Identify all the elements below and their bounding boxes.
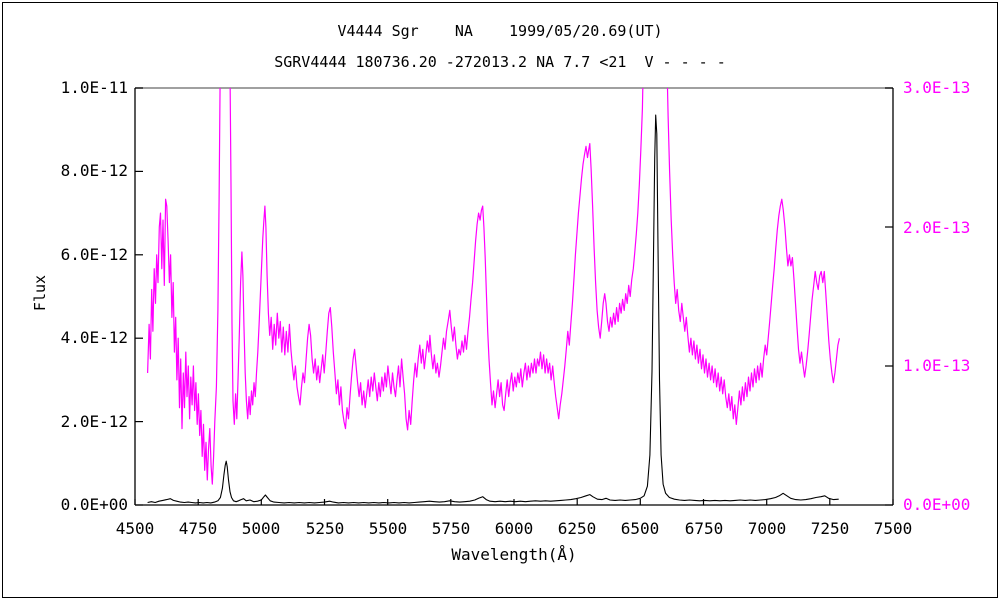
y-right-tick-label: 0.0E+00 bbox=[903, 495, 971, 514]
y-left-tick-label: 6.0E-12 bbox=[60, 245, 128, 264]
y-left-tick-label: 8.0E-12 bbox=[60, 161, 128, 180]
x-tick-label: 6250 bbox=[557, 519, 597, 538]
x-tick-label: 5500 bbox=[368, 519, 408, 538]
y-right-tick-label: 3.0E-13 bbox=[903, 78, 971, 97]
y-right-tick-label: 2.0E-13 bbox=[903, 218, 971, 237]
x-tick-label: 6500 bbox=[620, 519, 660, 538]
x-tick-label: 5750 bbox=[431, 519, 471, 538]
x-tick-label: 7250 bbox=[810, 519, 850, 538]
y-left-tick-label: 4.0E-12 bbox=[60, 328, 128, 347]
x-axis-label: Wavelength(Å) bbox=[451, 545, 577, 564]
chart-title: V4444 Sgr NA 1999/05/20.69(UT) bbox=[337, 22, 663, 40]
x-tick-label: 7500 bbox=[873, 519, 913, 538]
y-left-tick-label: 2.0E-12 bbox=[60, 412, 128, 431]
x-tick-label: 6000 bbox=[494, 519, 534, 538]
x-tick-label: 6750 bbox=[684, 519, 724, 538]
y-axis-label: Flux bbox=[31, 274, 49, 312]
x-tick-label: 4500 bbox=[115, 519, 155, 538]
chart-subtitle: SGRV4444 180736.20 -272013.2 NA 7.7 <21 … bbox=[274, 53, 726, 71]
y-left-tick-label: 0.0E+00 bbox=[60, 495, 128, 514]
x-tick-label: 4750 bbox=[178, 519, 218, 538]
y-left-tick-label: 1.0E-11 bbox=[60, 78, 128, 97]
x-tick-label: 5250 bbox=[305, 519, 345, 538]
y-right-tick-label: 1.0E-13 bbox=[903, 356, 971, 375]
x-tick-label: 5000 bbox=[241, 519, 281, 538]
x-tick-label: 7000 bbox=[747, 519, 787, 538]
